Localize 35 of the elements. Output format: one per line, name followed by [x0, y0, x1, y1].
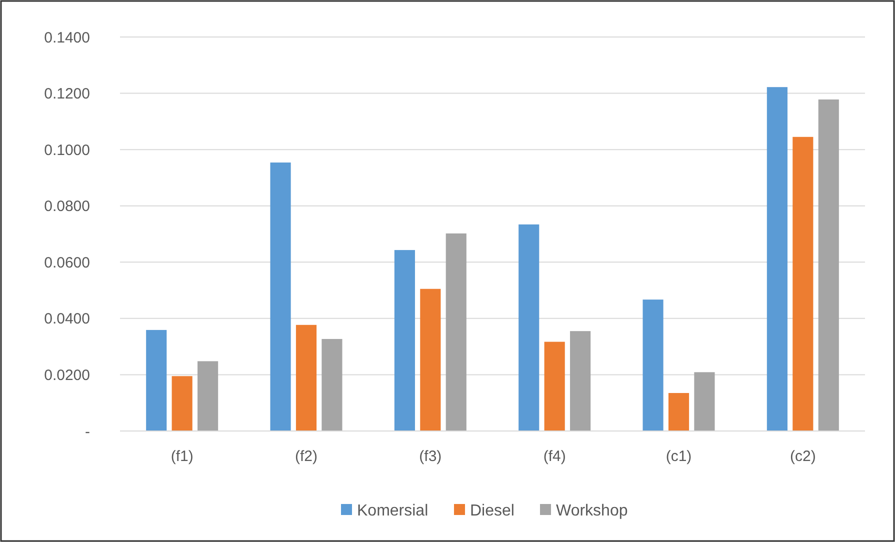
legend-label: Komersial — [357, 502, 428, 520]
bar — [518, 224, 540, 431]
y-tick-label: - — [85, 423, 90, 440]
y-tick-label: 0.1000 — [44, 142, 90, 159]
bar — [146, 330, 167, 431]
bar — [172, 376, 192, 431]
bar — [792, 136, 814, 431]
bar — [668, 393, 690, 431]
x-tick-label: (c2) — [790, 448, 816, 465]
bar — [198, 361, 218, 431]
bar — [394, 250, 415, 431]
bar — [296, 324, 317, 431]
legend-label: Diesel — [470, 502, 514, 520]
y-tick-label: 0.0200 — [44, 366, 90, 384]
x-tick-label: (c1) — [666, 448, 692, 465]
x-tick-label: (f4) — [543, 448, 566, 465]
bar — [544, 342, 565, 431]
x-tick-label: (f1) — [170, 448, 194, 465]
bar — [322, 338, 342, 431]
bar — [818, 99, 839, 431]
bar — [270, 162, 291, 431]
y-tick-label: 0.0800 — [44, 198, 90, 216]
bar — [446, 233, 466, 431]
bar — [766, 87, 788, 431]
y-tick-label: 0.0600 — [44, 254, 90, 272]
y-tick-label: 0.1200 — [44, 86, 90, 103]
legend-label: Workshop — [556, 502, 628, 520]
bar — [694, 372, 715, 431]
bar — [570, 331, 591, 431]
x-tick-label: (f3) — [419, 448, 442, 465]
y-tick-label: 0.1400 — [44, 29, 90, 46]
bar — [642, 300, 664, 431]
x-tick-label: (f2) — [295, 448, 318, 465]
y-tick-label: 0.0400 — [44, 310, 90, 328]
bar — [420, 288, 441, 431]
